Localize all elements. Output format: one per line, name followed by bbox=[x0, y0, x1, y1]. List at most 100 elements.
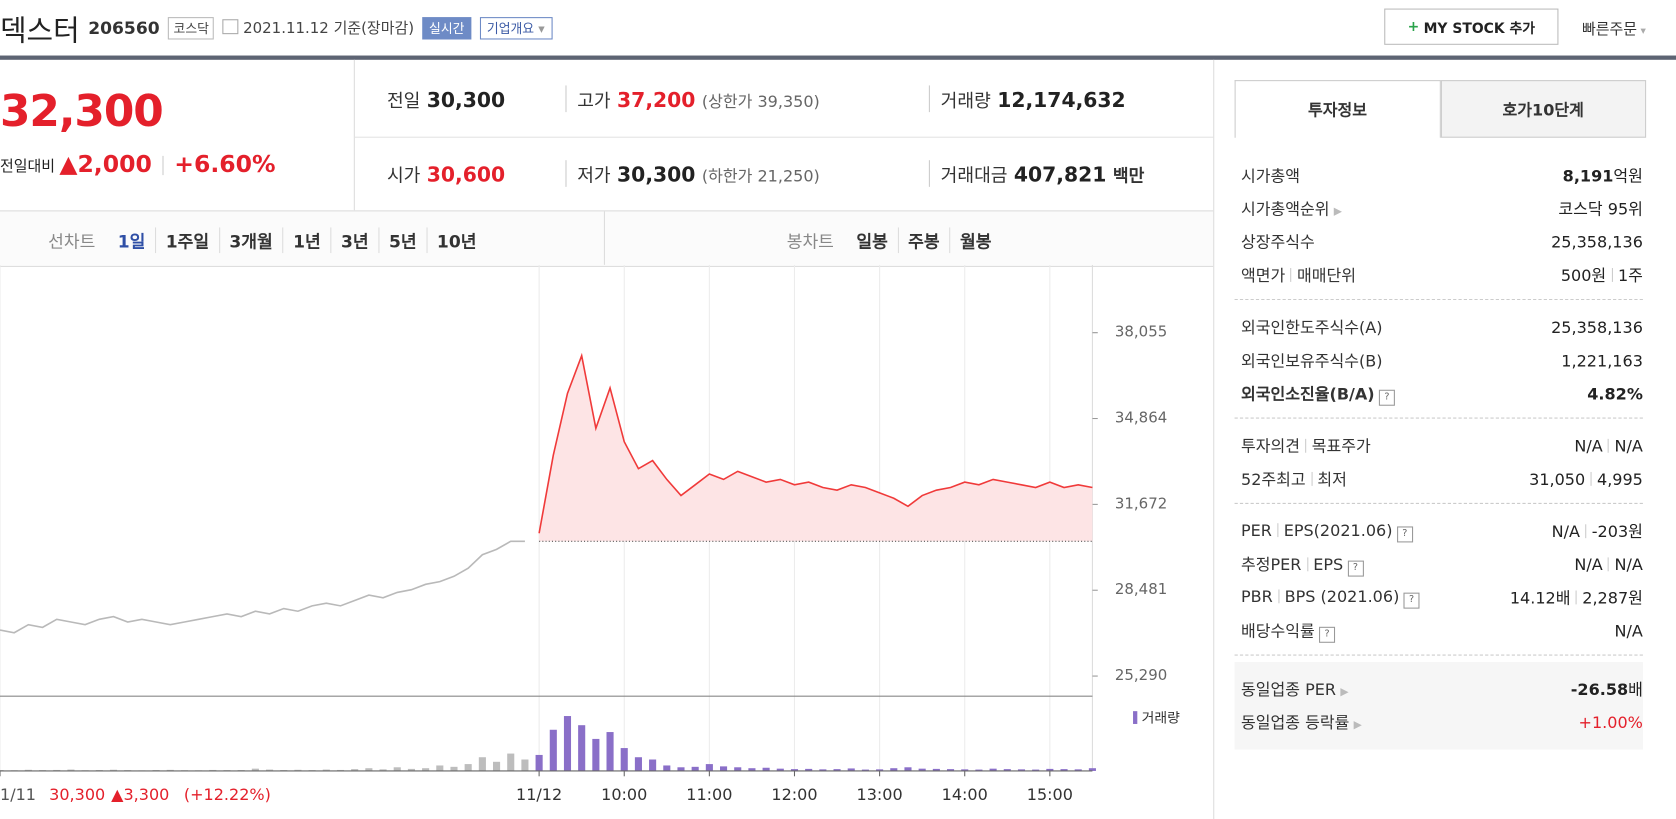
volume-bar bbox=[109, 769, 118, 771]
quick-order[interactable]: 빠른주문 bbox=[1582, 18, 1646, 39]
label-part: 액면가 bbox=[1240, 265, 1286, 286]
volume-bar bbox=[932, 768, 940, 771]
volume-bar bbox=[393, 767, 401, 771]
label-part: 배당수익률 bbox=[1240, 620, 1315, 641]
info-value: 31,050 4,995 bbox=[1529, 469, 1643, 488]
info-value: +1.00% bbox=[1579, 713, 1643, 732]
label-part: PBR bbox=[1240, 586, 1273, 606]
summary-label: 고가 bbox=[577, 90, 611, 113]
summary-value: 12,174,632 bbox=[997, 88, 1126, 113]
market-badge: 코스닥 bbox=[168, 16, 215, 39]
stock-code: 206560 bbox=[88, 17, 160, 38]
info-label: 외국인한도주식수(A) bbox=[1241, 316, 1382, 338]
value-part: N/A bbox=[1574, 436, 1603, 456]
period-tab[interactable]: 1일 bbox=[117, 231, 146, 253]
volume-bar bbox=[1017, 769, 1026, 771]
separator bbox=[1290, 268, 1292, 282]
candle-tab[interactable]: 주봉 bbox=[897, 227, 949, 254]
period-tab[interactable]: 10년 bbox=[426, 227, 486, 254]
volume-bar bbox=[975, 769, 983, 771]
invest-tab[interactable]: 호가10단계 bbox=[1440, 80, 1647, 138]
help-icon[interactable]: ? bbox=[1319, 626, 1336, 643]
volume-bar bbox=[450, 766, 458, 771]
volume-bar bbox=[649, 759, 657, 771]
info-label: 투자의견 목표주가 bbox=[1241, 435, 1371, 457]
label-part: PER bbox=[1240, 520, 1272, 540]
label-part: 최저 bbox=[1317, 469, 1347, 490]
mystock-button[interactable]: MY STOCK 추가 bbox=[1384, 8, 1559, 45]
help-icon[interactable]: ? bbox=[1347, 560, 1364, 577]
info-row: 52주최고 최저 31,050 4,995 bbox=[1235, 462, 1643, 495]
info-row: 액면가 매매단위 500원 1주 bbox=[1235, 258, 1643, 291]
value-part: 8,191 bbox=[1562, 166, 1614, 186]
volume-bar bbox=[521, 759, 529, 771]
help-icon[interactable]: ? bbox=[1378, 389, 1395, 406]
info-label: 외국인보유주식수(B) bbox=[1241, 349, 1383, 371]
label-part: 외국인소진율(B/A) bbox=[1240, 383, 1375, 404]
value-part: 31,050 bbox=[1529, 469, 1586, 489]
period-tab[interactable]: 3개월 bbox=[218, 227, 283, 254]
label-part: 52주최고 bbox=[1240, 469, 1306, 490]
volume-bar bbox=[1060, 769, 1068, 771]
change-pct: +6.60% bbox=[174, 151, 276, 179]
price-change: 전일대비 ▲2,000 +6.60% bbox=[0, 152, 276, 179]
arrow-icon: ▶ bbox=[1340, 686, 1349, 699]
volume-bar bbox=[705, 764, 713, 771]
date: 2021.11.12 기준(장마감) bbox=[222, 17, 415, 38]
value-unit: 억원 bbox=[1613, 166, 1643, 186]
help-icon[interactable]: ? bbox=[1403, 592, 1420, 609]
chart-tab-bar bbox=[0, 210, 1214, 267]
company-button[interactable]: 기업개요 bbox=[479, 16, 553, 39]
info-label: 상장주식수 bbox=[1241, 231, 1315, 253]
info-label: 배당수익률? bbox=[1240, 619, 1336, 643]
info-label: 동일업종 PER ▶ bbox=[1241, 678, 1349, 700]
info-row: 투자의견 목표주가 N/A N/A bbox=[1235, 429, 1643, 462]
summary-cell: 저가 30,300 (하한가 21,250) bbox=[565, 160, 820, 187]
summary-cell: 거래대금 407,821 백만 bbox=[928, 160, 1144, 187]
value-part: 25,358,136 bbox=[1551, 232, 1643, 252]
label-part: 추정PER bbox=[1240, 554, 1302, 574]
separator bbox=[1278, 588, 1280, 603]
realtime-button[interactable]: 실시간 bbox=[422, 16, 471, 39]
volume-bar bbox=[946, 769, 955, 771]
period-tab[interactable]: 3년 bbox=[330, 227, 378, 254]
info-group: 시가총액 8,191억원 시가총액순위 ▶ 코스닥 95위 상장주식수 25,358,136… bbox=[1234, 155, 1643, 301]
candle-tab[interactable]: 일봉 bbox=[856, 231, 888, 253]
period-tab[interactable]: 1년 bbox=[282, 227, 330, 254]
period-tab[interactable]: 5년 bbox=[378, 227, 426, 254]
summary-value: 30,600 bbox=[426, 163, 506, 187]
volume-bar bbox=[379, 769, 387, 771]
period-tab[interactable]: 1주일 bbox=[155, 227, 219, 254]
info-value: N/A bbox=[1615, 621, 1643, 640]
candle-tab[interactable]: 월봉 bbox=[949, 227, 1001, 254]
volume-bar bbox=[251, 768, 259, 771]
summary-value: 30,300 bbox=[426, 88, 506, 113]
volume-bar bbox=[351, 769, 359, 771]
invest-tab[interactable]: 투자정보 bbox=[1234, 80, 1441, 138]
info-label: PER EPS(2021.06)? bbox=[1241, 521, 1413, 542]
volume-bar bbox=[691, 766, 699, 771]
volume-bar bbox=[436, 765, 444, 771]
volume-bar bbox=[663, 765, 671, 771]
x-tick-label: 13:00 bbox=[857, 785, 903, 804]
value-part: 4.82% bbox=[1587, 383, 1643, 404]
volume-bar bbox=[578, 725, 586, 771]
volume-bar bbox=[407, 768, 415, 771]
price-box bbox=[0, 59, 355, 211]
volume-bar bbox=[776, 768, 784, 771]
volume-bar bbox=[563, 716, 572, 771]
chart: 11/12 10:00 11:00 12:00 13:00 14:00 15:00 38,05… bbox=[0, 264, 1180, 804]
info-value: 25,358,136 bbox=[1551, 232, 1643, 251]
value-part: 1,221,163 bbox=[1561, 350, 1643, 370]
volume-bar bbox=[464, 764, 472, 771]
summary-value: 407,821 bbox=[1013, 163, 1107, 187]
help-icon[interactable]: ? bbox=[1396, 525, 1413, 542]
date-text: 2021.11.12 기준(장마감) bbox=[243, 20, 415, 38]
prev-day-change: ▲3,300 bbox=[111, 785, 169, 804]
volume-bar bbox=[592, 738, 600, 771]
volume-bar bbox=[677, 767, 685, 771]
x-tick-label: 10:00 bbox=[601, 785, 647, 804]
info-label: 시가총액 bbox=[1241, 164, 1300, 186]
y-tick-label: 38,055 bbox=[1115, 323, 1167, 341]
value-part: 1주 bbox=[1617, 265, 1643, 286]
